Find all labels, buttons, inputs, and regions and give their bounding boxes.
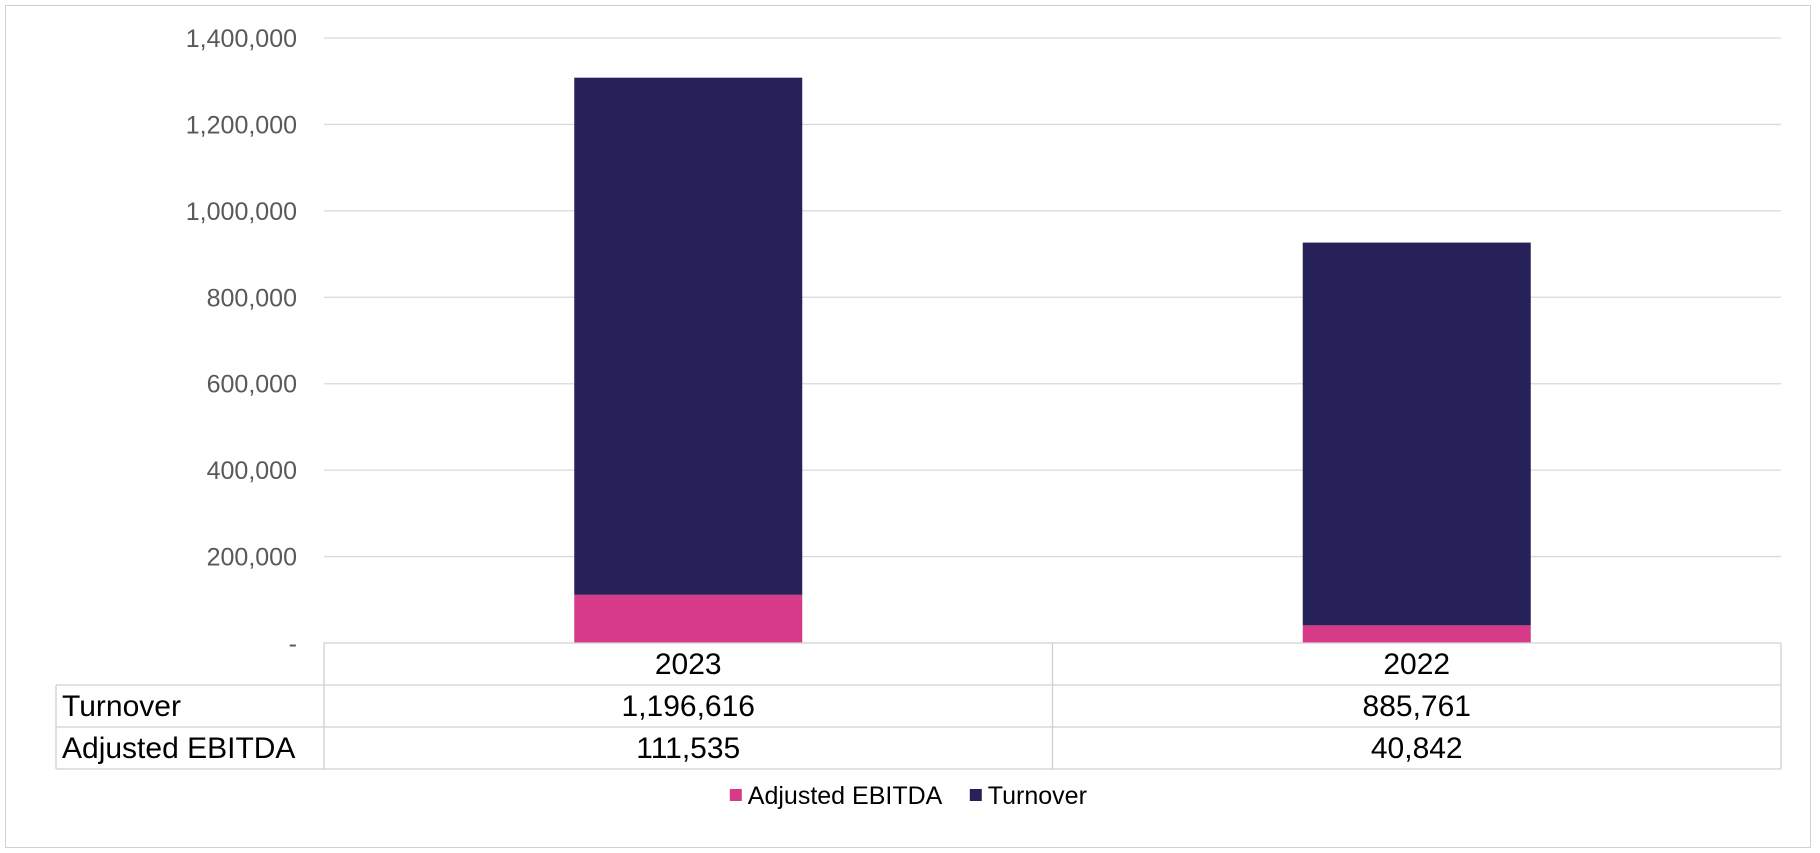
y-tick-label-400-000: 400,000 [207,457,297,485]
bar-turnover-2023 [574,77,803,595]
data-label-turnover-2022: 885,761 [1363,690,1471,723]
x-tick-label-2023: 2023 [655,648,722,681]
y-tick-label-1-200-000: 1,200,000 [186,111,297,139]
y-tick-label-zero: - [289,630,297,658]
y-tick-label-600-000: 600,000 [207,371,297,399]
table-row-label-turnover: Turnover [62,690,181,723]
y-axis-ticks: - 200,000 400,000 600,000 800,000 1,000,000 1,… [186,25,297,658]
data-table: 2023 2022 Turnover 1,196,616 885,761 Adjusted… [55,642,1782,770]
data-label-turnover-2023: 1,196,616 [622,690,755,723]
x-tick-label-2022: 2022 [1383,648,1450,681]
legend-swatch-adjusted-ebitda [729,789,742,801]
legend-label-adjusted-ebitda: Adjusted EBITDA [748,782,943,810]
bar-turnover-2022 [1302,242,1531,626]
data-label-adjusted-ebitda-2023: 111,535 [636,732,740,765]
y-tick-label-1-400-000: 1,400,000 [186,25,297,53]
legend: Adjusted EBITDA Turnover [729,782,1087,810]
bar-adjusted-ebitda-2022 [1302,625,1531,643]
y-tick-label-800-000: 800,000 [207,284,297,312]
legend-label-turnover: Turnover [988,782,1087,810]
data-label-adjusted-ebitda-2022: 40,842 [1371,732,1463,765]
bars [574,77,1531,643]
y-tick-label-1-000-000: 1,000,000 [186,198,297,226]
chart-frame [5,5,1811,848]
gridlines [324,37,1781,558]
y-tick-label-200-000: 200,000 [207,544,297,572]
bar-adjusted-ebitda-2023 [574,594,803,643]
table-row-label-adjusted-ebitda: Adjusted EBITDA [62,732,295,765]
legend-swatch-turnover [969,789,982,801]
